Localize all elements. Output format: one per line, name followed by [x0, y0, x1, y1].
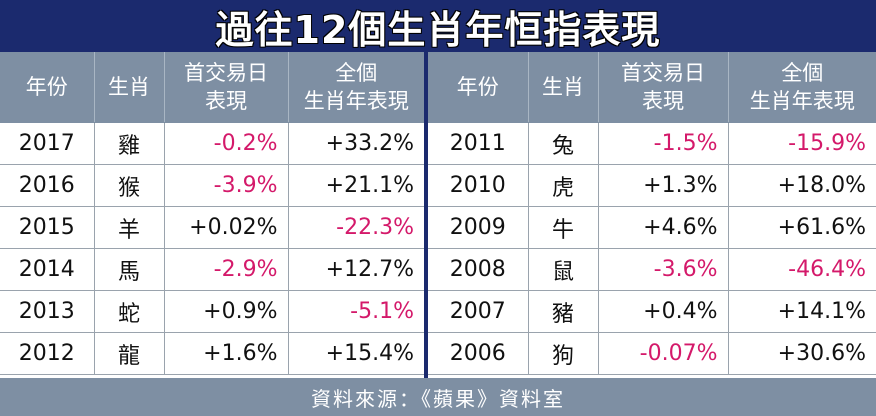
first-day-cell: +1.6% — [164, 332, 289, 375]
table-row: 2009 牛 +4.6% +61.6% — [428, 206, 876, 249]
left-table-body: 2017 雞 -0.2% +33.2% 2016 猴 -3.9% +21.1% 2015 羊 +0.… — [0, 122, 424, 375]
header-year: 年份 — [428, 52, 529, 123]
table-row: 2007 豬 +0.4% +14.1% — [428, 290, 876, 333]
first-day-cell: -0.07% — [598, 332, 729, 375]
header-full-year-line1: 全個 — [781, 61, 824, 85]
table-row: 2015 羊 +0.02% -22.3% — [0, 206, 424, 249]
full-year-cell: +33.2% — [288, 122, 424, 165]
full-year-cell: +21.1% — [288, 164, 424, 207]
first-day-cell: -1.5% — [598, 122, 729, 165]
year-cell: 2010 — [428, 164, 529, 207]
table-row: 2011 兔 -1.5% -15.9% — [428, 122, 876, 165]
column-divider — [424, 52, 428, 378]
header-first-day-line1: 首交易日 — [184, 61, 268, 85]
table-left-half: 年份 生肖 首交易日 表現 全個 生肖年表現 2017 雞 -0.2% +33.2% 2… — [0, 52, 424, 375]
header-full-year: 全個 生肖年表現 — [728, 52, 876, 123]
table-row: 2012 龍 +1.6% +15.4% — [0, 332, 424, 375]
header-row: 年份 生肖 首交易日 表現 全個 生肖年表現 — [428, 52, 876, 123]
full-year-cell: -46.4% — [728, 248, 876, 291]
zodiac-cell: 狗 — [528, 332, 599, 375]
title-bar: 過往12個生肖年恒指表現 — [0, 0, 876, 52]
full-year-cell: +18.0% — [728, 164, 876, 207]
full-year-cell: +12.7% — [288, 248, 424, 291]
year-cell: 2012 — [0, 332, 95, 375]
table-right-half: 年份 生肖 首交易日 表現 全個 生肖年表現 2011 兔 -1.5% -15.9% 2… — [428, 52, 876, 375]
table-row: 2006 狗 -0.07% +30.6% — [428, 332, 876, 375]
year-cell: 2009 — [428, 206, 529, 249]
year-cell: 2006 — [428, 332, 529, 375]
header-first-day: 首交易日 表現 — [598, 52, 729, 123]
full-year-cell: -5.1% — [288, 290, 424, 333]
header-first-day: 首交易日 表現 — [164, 52, 289, 123]
full-year-cell: +14.1% — [728, 290, 876, 333]
zodiac-cell: 馬 — [94, 248, 165, 291]
table-row: 2010 虎 +1.3% +18.0% — [428, 164, 876, 207]
header-zodiac: 生肖 — [528, 52, 599, 123]
zodiac-cell: 雞 — [94, 122, 165, 165]
table-row: 2013 蛇 +0.9% -5.1% — [0, 290, 424, 333]
first-day-cell: +0.02% — [164, 206, 289, 249]
year-cell: 2011 — [428, 122, 529, 165]
header-full-year-line2: 生肖年表現 — [749, 89, 855, 113]
header-row: 年份 生肖 首交易日 表現 全個 生肖年表現 — [0, 52, 424, 123]
right-table: 年份 生肖 首交易日 表現 全個 生肖年表現 2011 兔 -1.5% -15.9% 2… — [428, 52, 876, 375]
zodiac-cell: 虎 — [528, 164, 599, 207]
first-day-cell: -0.2% — [164, 122, 289, 165]
header-year: 年份 — [0, 52, 95, 123]
year-cell: 2017 — [0, 122, 95, 165]
first-day-cell: -3.6% — [598, 248, 729, 291]
header-full-year-line2: 生肖年表現 — [303, 89, 409, 113]
zodiac-cell: 兔 — [528, 122, 599, 165]
left-table: 年份 生肖 首交易日 表現 全個 生肖年表現 2017 雞 -0.2% +33.2% 2… — [0, 52, 424, 375]
year-cell: 2013 — [0, 290, 95, 333]
year-cell: 2007 — [428, 290, 529, 333]
first-day-cell: -2.9% — [164, 248, 289, 291]
year-cell: 2008 — [428, 248, 529, 291]
full-year-cell: +61.6% — [728, 206, 876, 249]
header-full-year: 全個 生肖年表現 — [288, 52, 424, 123]
source-footer: 資料來源：《蘋果》資料室 — [0, 378, 876, 416]
full-year-cell: +30.6% — [728, 332, 876, 375]
table-row: 2017 雞 -0.2% +33.2% — [0, 122, 424, 165]
header-first-day-line2: 表現 — [642, 89, 684, 113]
year-cell: 2015 — [0, 206, 95, 249]
right-table-body: 2011 兔 -1.5% -15.9% 2010 虎 +1.3% +18.0% 2009 牛 +4.… — [428, 122, 876, 375]
first-day-cell: +1.3% — [598, 164, 729, 207]
full-year-cell: -15.9% — [728, 122, 876, 165]
zodiac-cell: 龍 — [94, 332, 165, 375]
header-first-day-line2: 表現 — [205, 89, 247, 113]
header-zodiac: 生肖 — [94, 52, 165, 123]
header-full-year-line1: 全個 — [335, 61, 378, 85]
first-day-cell: +4.6% — [598, 206, 729, 249]
first-day-cell: +0.9% — [164, 290, 289, 333]
page-title: 過往12個生肖年恒指表現 — [215, 7, 661, 52]
zodiac-cell: 鼠 — [528, 248, 599, 291]
year-cell: 2016 — [0, 164, 95, 207]
header-first-day-line1: 首交易日 — [621, 61, 705, 85]
table-row: 2016 猴 -3.9% +21.1% — [0, 164, 424, 207]
table-row: 2008 鼠 -3.6% -46.4% — [428, 248, 876, 291]
first-day-cell: -3.9% — [164, 164, 289, 207]
full-year-cell: +15.4% — [288, 332, 424, 375]
zodiac-cell: 牛 — [528, 206, 599, 249]
first-day-cell: +0.4% — [598, 290, 729, 333]
zodiac-cell: 豬 — [528, 290, 599, 333]
year-cell: 2014 — [0, 248, 95, 291]
zodiac-cell: 蛇 — [94, 290, 165, 333]
table-row: 2014 馬 -2.9% +12.7% — [0, 248, 424, 291]
zodiac-cell: 羊 — [94, 206, 165, 249]
full-year-cell: -22.3% — [288, 206, 424, 249]
zodiac-cell: 猴 — [94, 164, 165, 207]
